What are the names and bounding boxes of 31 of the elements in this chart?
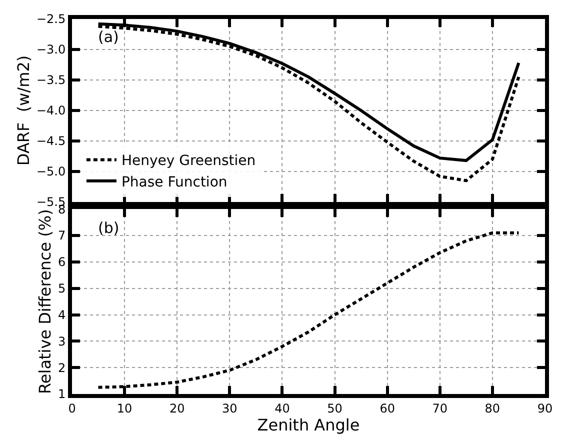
y-tick-label: −5.0 [36, 164, 66, 179]
annotation: (b) [98, 219, 120, 237]
y-axis-title: DARF (w/m2) [14, 55, 33, 166]
legend-label: Henyey Greenstien [121, 153, 256, 170]
x-tick-label: 10 [116, 401, 132, 416]
y-tick-label: −4.0 [36, 104, 66, 118]
y-tick-label: 6 [58, 255, 66, 270]
x-tick-label: 30 [222, 401, 238, 416]
y-tick-label: −4.5 [36, 134, 66, 148]
y-tick-label: −3.0 [36, 42, 66, 57]
x-tick-label: 60 [380, 401, 395, 416]
y-axis-title: Relative Difference (%) [35, 209, 54, 394]
y-tick-label: 3 [58, 334, 66, 348]
y-tick-label: −3.5 [36, 73, 66, 88]
x-tick-label: 50 [327, 401, 342, 416]
y-tick-label: 2 [58, 360, 66, 375]
annotation: (a) [98, 28, 119, 46]
y-tick-label: 5 [58, 282, 66, 296]
legend-label: Phase Function [121, 174, 228, 190]
x-tick-label: 40 [274, 401, 290, 416]
x-tick-label: 0 [68, 401, 76, 416]
x-tick-label: 70 [432, 401, 448, 416]
x-tick-label: 20 [169, 401, 185, 416]
y-tick-label: −2.5 [36, 12, 66, 26]
y-tick-label: 8 [58, 202, 66, 216]
y-tick-label: 4 [58, 308, 66, 322]
y-tick-label: 1 [58, 387, 66, 402]
x-tick-label: 90 [537, 401, 553, 416]
x-axis-title: Zenith Angle [257, 415, 360, 434]
y-tick-label: 7 [58, 228, 66, 243]
x-tick-label: 80 [484, 401, 500, 416]
